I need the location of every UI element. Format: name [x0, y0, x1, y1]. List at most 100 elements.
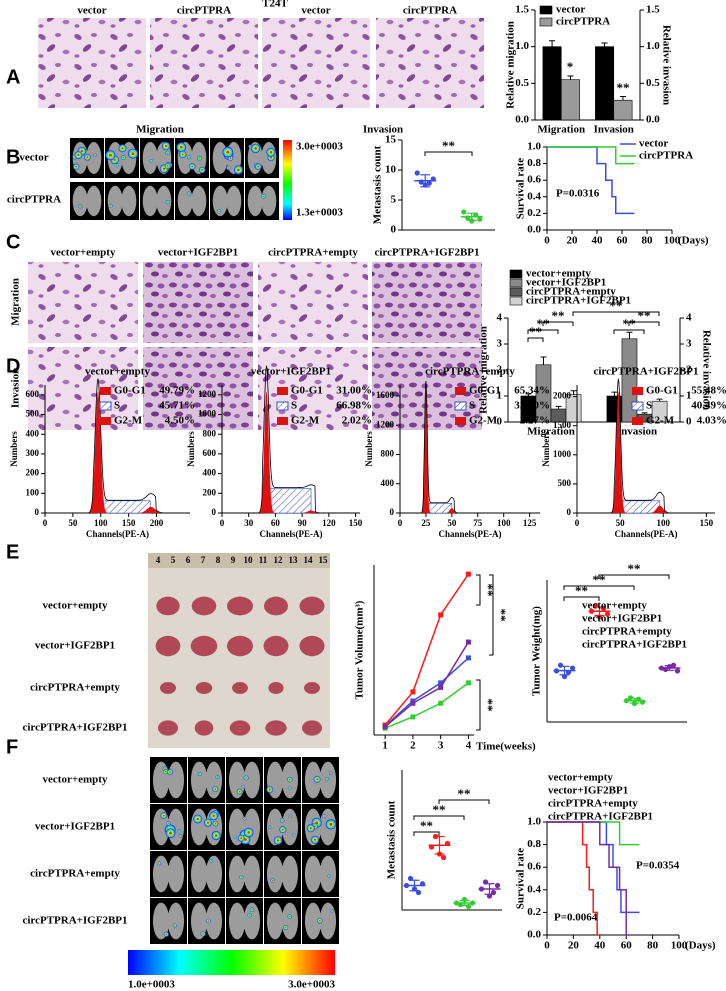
y-tick-label: 15: [385, 134, 397, 146]
tumor: [304, 682, 320, 694]
y-tick-label: 0: [390, 507, 395, 517]
y-tick-label: 0.2: [527, 207, 541, 219]
y-axis-label: Survival rate: [515, 848, 527, 910]
y-tick-label: 1: [686, 390, 692, 402]
error-bar: [540, 356, 547, 365]
ruler-number: 11: [259, 555, 268, 565]
y-tick-label: 800: [203, 428, 217, 438]
tumor: [160, 682, 176, 694]
phase-value: 45.71%: [159, 400, 195, 412]
lung-lobe: [190, 902, 208, 940]
phase-value: 4.50%: [165, 415, 195, 427]
legend-label: vector+empty: [548, 772, 613, 784]
lung-lobe: [266, 902, 284, 940]
lung-lobe: [243, 902, 261, 940]
signal: [121, 147, 124, 150]
annotation: **: [638, 308, 651, 323]
x-tick-label: 90: [298, 518, 308, 528]
y-tick-label: 2: [686, 364, 692, 376]
y-tick-label: 0.8: [527, 838, 541, 850]
signal: [214, 834, 218, 837]
x-tick-label: Invasion: [617, 426, 657, 438]
series-line: [547, 146, 635, 165]
signal: [109, 153, 112, 157]
signal: [216, 776, 218, 778]
x-axis-label: (Days): [685, 940, 716, 952]
scale-label: 3.0e+0003: [288, 979, 335, 991]
phase-value: 32.40%: [514, 400, 550, 412]
signal: [251, 909, 253, 911]
sd-bar: [484, 883, 495, 895]
y-tick-label: 600: [203, 448, 217, 458]
y-axis-label: Numbers: [541, 431, 551, 467]
row-label: circPTPRA+empty: [30, 868, 120, 880]
signal: [188, 156, 190, 158]
y-tick-label: 0.0: [527, 929, 541, 941]
bracket: [628, 321, 660, 326]
phase-name: G0-G1: [469, 385, 501, 397]
y-tick-label: 800: [381, 449, 395, 459]
y-tick-label: 0.5: [646, 77, 660, 89]
micrograph: [28, 347, 138, 430]
x-tick-label: 150: [700, 518, 714, 528]
signal: [268, 788, 271, 791]
signal: [254, 147, 257, 150]
lung-lobe: [86, 142, 102, 174]
lung-lobe: [304, 855, 322, 893]
annotation: **: [458, 786, 471, 801]
signal: [169, 831, 172, 835]
annotation: **: [433, 802, 446, 817]
tumor: [157, 720, 179, 736]
annotation: **: [442, 138, 455, 153]
row-label: vector+IGF2BP1: [35, 640, 115, 652]
lung-lobe: [190, 855, 208, 893]
annotation: **: [628, 561, 641, 576]
y-axis-label: Numbers: [9, 431, 19, 467]
image-label: circPTPRA+empty: [268, 247, 358, 259]
marker: [465, 571, 471, 577]
tumor: [195, 682, 213, 694]
x-tick-label: 40: [594, 940, 606, 952]
scale-label: 1.0e+0003: [128, 979, 175, 991]
x-tick-label: 30: [244, 518, 254, 528]
y-axis-label: Metastasis count: [386, 800, 398, 879]
signal: [207, 920, 210, 922]
histogram-outline: [71, 378, 183, 514]
phase-name: G2-M: [469, 415, 498, 427]
scale-label: 1.3e+0003: [296, 207, 343, 219]
phase-s: [266, 488, 312, 514]
series-line: [547, 821, 600, 936]
signal: [196, 817, 199, 821]
caption: Migration: [136, 124, 184, 136]
x-axis-label: (Days): [678, 235, 709, 247]
phase-swatch: [632, 417, 643, 425]
phase-swatch: [455, 417, 466, 425]
signal: [199, 773, 201, 775]
annotation: P=0.0354: [636, 860, 680, 872]
marker: [410, 689, 416, 695]
x-tick-label: 150: [349, 518, 363, 528]
phase-swatch: [455, 387, 466, 395]
chart-title: vector+empty: [85, 366, 150, 378]
signal: [162, 814, 165, 817]
error-bar: [611, 391, 618, 396]
x-tick-label: 150: [122, 518, 136, 528]
legend-label: vector+empty: [582, 600, 647, 612]
phase-swatch: [632, 387, 643, 395]
y-tick-label: 0.0: [646, 114, 660, 126]
lung-lobe: [191, 185, 207, 217]
micrograph: [28, 262, 138, 343]
x-tick-label: 0: [544, 235, 550, 247]
bracket: [527, 337, 544, 342]
phase-swatch: [277, 387, 288, 395]
ruler-number: 9: [231, 555, 236, 565]
marker: [410, 700, 416, 706]
point: [414, 170, 420, 176]
series-line: [384, 573, 470, 726]
signal: [289, 787, 291, 789]
y-tick-label: 0.8: [527, 157, 541, 169]
x-tick-label: 50: [447, 518, 457, 528]
signal: [206, 821, 210, 824]
y-tick-label: 0: [35, 507, 40, 517]
y-tick-label: 0.6: [527, 174, 541, 186]
